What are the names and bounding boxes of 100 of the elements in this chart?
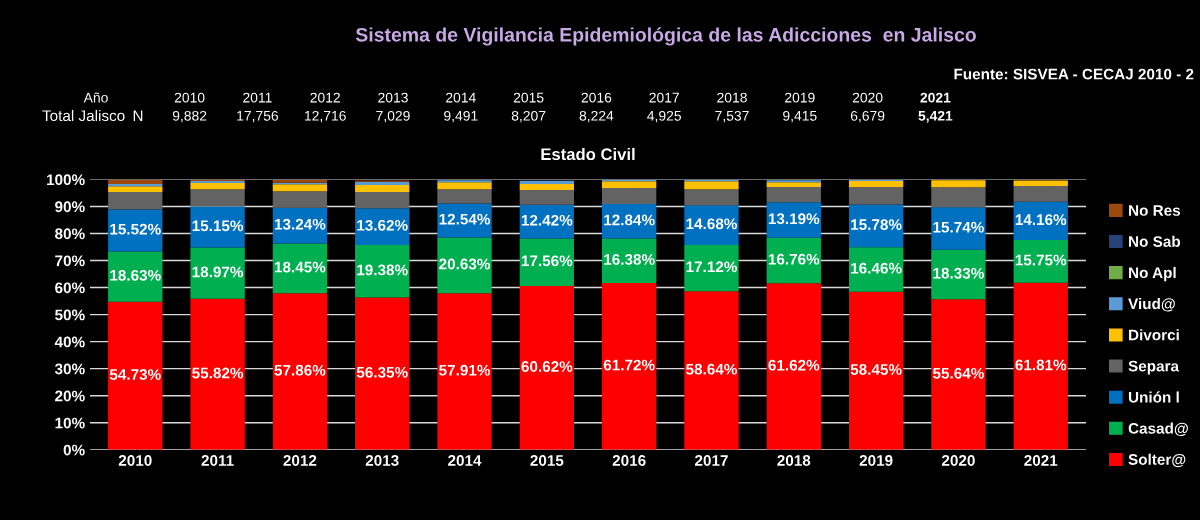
text: 2010: [174, 92, 205, 103]
text: 2012: [310, 92, 340, 103]
data-label: 19.38%: [357, 264, 408, 276]
y-tick-label: 50%: [55, 309, 85, 321]
data-label: 13.19%: [768, 213, 820, 225]
bar: [931, 249, 986, 300]
data-label: 18.63%: [110, 269, 161, 281]
data-label: 12.42%: [521, 214, 573, 226]
bar: [272, 293, 328, 450]
x-tick-label: 2013: [365, 455, 399, 466]
data-label: 18.97%: [192, 266, 244, 278]
text: 8,224: [579, 110, 614, 123]
y-tick-label: 90%: [55, 201, 85, 213]
bar: [1013, 282, 1068, 450]
text: 7,029: [376, 110, 410, 123]
bar: [108, 191, 163, 210]
x-tick-label: 2014: [448, 455, 482, 466]
data-label: 14.68%: [686, 218, 737, 230]
y-tick-label: 0%: [63, 444, 85, 456]
text: 9,491: [444, 110, 478, 123]
text: 9,415: [783, 110, 817, 123]
text: Total Jalisco: [42, 109, 125, 122]
data-label: 15.78%: [851, 219, 902, 231]
bar: [519, 285, 575, 450]
y-tick-label: 80%: [55, 228, 85, 240]
text: 2018: [717, 92, 747, 103]
data-label: 58.64%: [686, 363, 737, 375]
chart-title: Estado Civil: [541, 147, 635, 161]
legend-label: No Res: [1129, 205, 1181, 216]
text: 2016: [581, 92, 612, 103]
bar: [1013, 180, 1068, 187]
data-label: 56.35%: [356, 366, 408, 378]
text: 2011: [243, 92, 272, 103]
legend-label: Separa: [1128, 360, 1180, 375]
text: 9,882: [172, 110, 207, 123]
data-label: 14.16%: [1015, 214, 1067, 226]
data-label: 17.56%: [521, 255, 573, 267]
legend-label: Solter@: [1128, 453, 1186, 468]
data-label: 61.72%: [603, 359, 655, 371]
text: 2015: [513, 92, 544, 103]
data-label: 61.62%: [768, 359, 820, 371]
y-tick-label: 40%: [54, 336, 85, 348]
bar: [190, 206, 245, 248]
x-tick-label: 2015: [530, 455, 564, 466]
x-tick-label: 2018: [777, 455, 811, 466]
bar: [437, 293, 492, 450]
bar: [766, 187, 821, 203]
data-label: 58.45%: [850, 364, 902, 375]
bar: [108, 301, 163, 450]
bar: [766, 237, 821, 284]
bar: [355, 184, 410, 192]
data-label: 18.45%: [274, 261, 326, 273]
data-label: 16.38%: [604, 254, 655, 265]
data-label: 16.76%: [768, 253, 820, 265]
bar: [272, 243, 328, 294]
data-label: 13.24%: [274, 218, 326, 230]
text: 2019: [785, 92, 815, 103]
data-label: 13.62%: [357, 219, 408, 231]
bar: [108, 179, 163, 185]
bar: [684, 291, 739, 450]
x-tick-label: 2012: [283, 455, 317, 466]
bar: [190, 298, 245, 450]
bar: [931, 207, 986, 250]
data-label: 54.73%: [109, 369, 161, 380]
bar: [848, 247, 904, 292]
text: N: [133, 110, 143, 121]
data-label: 20.63%: [439, 258, 491, 270]
y-tick-label: 30%: [54, 363, 85, 375]
bar: [684, 244, 739, 292]
x-tick-label: 2021: [1024, 455, 1058, 466]
bar: [766, 182, 821, 188]
data-label: 17.12%: [686, 261, 737, 273]
text: 7,537: [715, 110, 749, 123]
bar: [355, 191, 410, 209]
bar: [848, 187, 904, 205]
bar: [601, 181, 657, 188]
bar: [931, 180, 986, 188]
bar: [848, 291, 904, 450]
source-note: Fuente: SISVEA - CECAJ 2010 - 2: [954, 68, 1194, 80]
bar: [601, 187, 657, 204]
legend-label: No Apl: [1129, 266, 1176, 282]
bar: [272, 184, 328, 192]
bar: [601, 282, 657, 450]
bar: [355, 245, 410, 298]
y-tick-label: 20%: [55, 390, 85, 402]
bar: [931, 187, 986, 208]
data-label: 57.91%: [439, 364, 491, 376]
data-label: 15.15%: [192, 220, 244, 232]
bar: [519, 238, 575, 286]
text: 5,421: [918, 110, 953, 123]
text: 2014: [446, 92, 476, 103]
x-tick-label: 2019: [859, 455, 893, 466]
y-tick-label: 70%: [55, 255, 85, 267]
y-tick-label: 100%: [47, 174, 85, 186]
bar: [190, 183, 245, 190]
bar: [931, 299, 986, 450]
x-tick-label: 2016: [612, 455, 646, 466]
bar: [684, 205, 739, 245]
data-label: 12.54%: [439, 213, 491, 225]
bar: [1013, 186, 1068, 202]
